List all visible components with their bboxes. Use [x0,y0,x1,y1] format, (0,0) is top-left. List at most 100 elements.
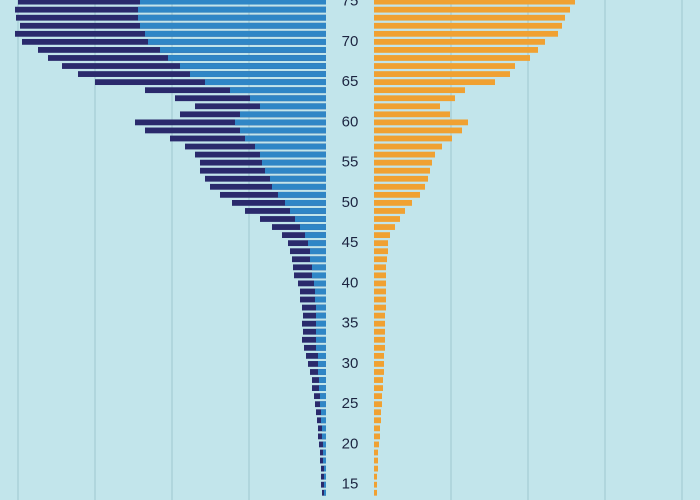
bar [374,425,380,432]
bar [374,320,385,327]
bar [138,14,326,21]
y-tick-label: 60 [342,113,359,130]
bar [265,167,326,174]
bar [374,47,538,53]
bar [298,280,326,287]
bar [210,183,326,190]
bar [374,288,386,295]
bar [319,441,326,448]
bar [240,127,326,134]
bar [232,200,326,206]
bar [245,208,326,214]
bar [302,320,326,327]
bar [278,191,326,198]
bar [310,256,326,263]
bar [324,489,326,496]
bar [290,208,326,214]
bar [302,336,326,343]
bar [374,79,495,86]
bar [318,352,326,359]
y-tick-label: 70 [342,33,359,50]
bar [310,248,326,255]
y-tick-label: 15 [342,476,359,493]
bar [374,151,435,158]
bar [235,119,326,126]
bar [293,264,326,271]
bar [305,232,326,239]
bar [168,55,326,61]
bar [270,175,326,182]
bar [255,143,326,150]
bar [295,216,326,222]
bar [288,240,326,247]
bar [374,119,468,126]
bar [374,6,570,13]
bar [319,377,326,383]
bar [316,304,326,311]
bar [314,280,326,287]
bar [374,22,562,29]
bar [374,272,386,279]
bar [303,312,326,319]
bar [316,320,326,327]
bar [315,296,326,303]
bar [160,47,326,53]
bar [294,272,326,279]
bar [323,441,326,448]
bar [300,288,326,295]
bar [374,312,385,319]
bar [374,296,386,303]
y-tick-label: 55 [342,154,359,171]
bar [321,409,326,416]
bar [374,240,388,247]
bar [374,143,442,150]
bar [145,30,326,37]
bar [374,63,515,69]
y-tick-label: 20 [342,435,359,452]
bar [374,30,558,37]
bar [374,200,412,206]
bar [374,0,575,5]
bar [300,296,326,303]
bar [323,449,326,456]
bar [374,216,400,222]
bar [374,304,386,311]
bar [374,264,386,271]
bar [374,248,388,255]
bar [322,425,326,432]
bar [282,232,326,239]
bar [374,385,383,391]
bar [374,393,382,400]
bar [148,38,326,45]
bar [316,344,326,351]
y-tick-label: 45 [342,234,359,251]
bar [374,127,462,134]
bar [245,135,326,142]
bar [262,159,326,166]
bar [374,232,390,239]
bar [374,135,452,142]
bar [145,127,326,134]
bar [321,465,326,472]
bar [240,111,326,118]
bar [322,433,326,440]
bar [374,111,450,118]
bar [285,200,326,206]
bar [321,417,326,424]
bar [374,417,381,424]
bar [374,457,378,464]
bar [374,344,385,351]
bar [374,191,420,198]
y-tick-label: 75 [342,0,359,10]
bar [321,481,326,488]
bar [374,55,530,61]
bar [374,465,378,472]
bar [312,272,326,279]
bar [205,79,326,86]
bar [302,304,326,311]
bar [135,119,326,126]
y-tick-label: 65 [342,73,359,90]
bar [319,385,326,391]
bar [374,401,382,408]
bar [374,441,379,448]
